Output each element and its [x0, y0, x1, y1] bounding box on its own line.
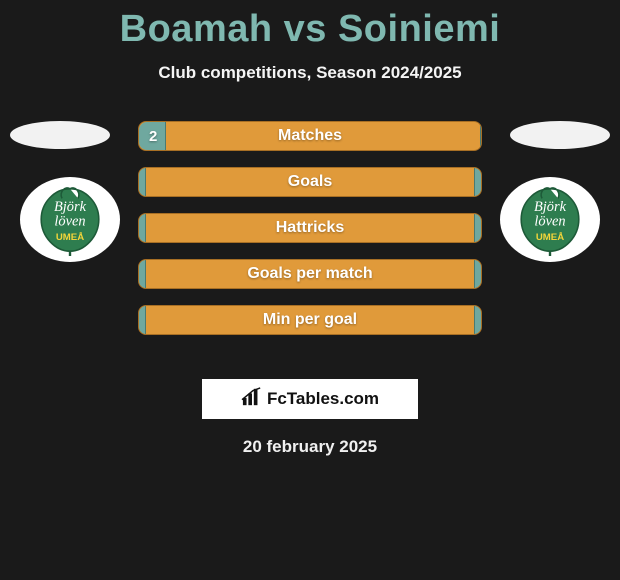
page-title: Boamah vs Soiniemi [0, 0, 620, 51]
svg-text:löven: löven [54, 213, 85, 229]
player-photo-left [10, 121, 110, 149]
club-logo-right: Björk löven UMEÅ [500, 177, 600, 262]
brand-icon [241, 387, 263, 412]
stat-label: Matches [139, 122, 481, 150]
stat-row: 2Matches [138, 121, 482, 151]
brand-text: FcTables.com [267, 389, 379, 409]
stat-row: Goals per match [138, 259, 482, 289]
stat-bars: 2Matches Goals Hattricks Goals per match Min… [138, 121, 482, 351]
player-photo-right [510, 121, 610, 149]
stat-label: Goals [139, 168, 481, 196]
stat-row: Hattricks [138, 213, 482, 243]
svg-text:UMEÅ: UMEÅ [56, 232, 84, 243]
svg-text:Björk: Björk [534, 199, 567, 215]
stat-label: Goals per match [139, 260, 481, 288]
stat-label: Min per goal [139, 306, 481, 334]
stat-label: Hattricks [139, 214, 481, 242]
subtitle: Club competitions, Season 2024/2025 [0, 63, 620, 83]
svg-text:Björk: Björk [54, 199, 87, 215]
brand-box: FcTables.com [202, 379, 418, 419]
date-text: 20 february 2025 [0, 437, 620, 457]
svg-text:UMEÅ: UMEÅ [536, 232, 564, 243]
club-logo-left: Björk löven UMEÅ [20, 177, 120, 262]
stat-row: Goals [138, 167, 482, 197]
svg-text:löven: löven [534, 213, 565, 229]
stat-row: Min per goal [138, 305, 482, 335]
comparison-panel: Björk löven UMEÅ Björk löven UMEÅ 2Match… [0, 121, 620, 361]
